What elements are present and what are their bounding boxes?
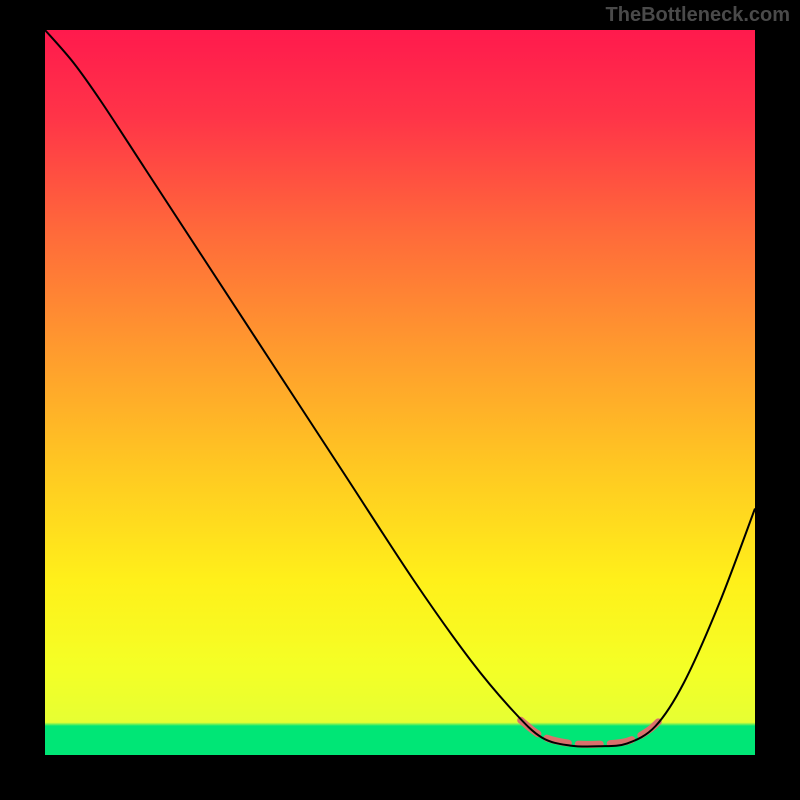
watermark-text: TheBottleneck.com <box>606 4 790 27</box>
bottleneck-curve <box>45 30 755 747</box>
chart-lines <box>45 30 755 755</box>
plot-area <box>45 30 755 755</box>
highlight-band <box>521 717 663 744</box>
chart-root: TheBottleneck.com <box>0 0 800 800</box>
